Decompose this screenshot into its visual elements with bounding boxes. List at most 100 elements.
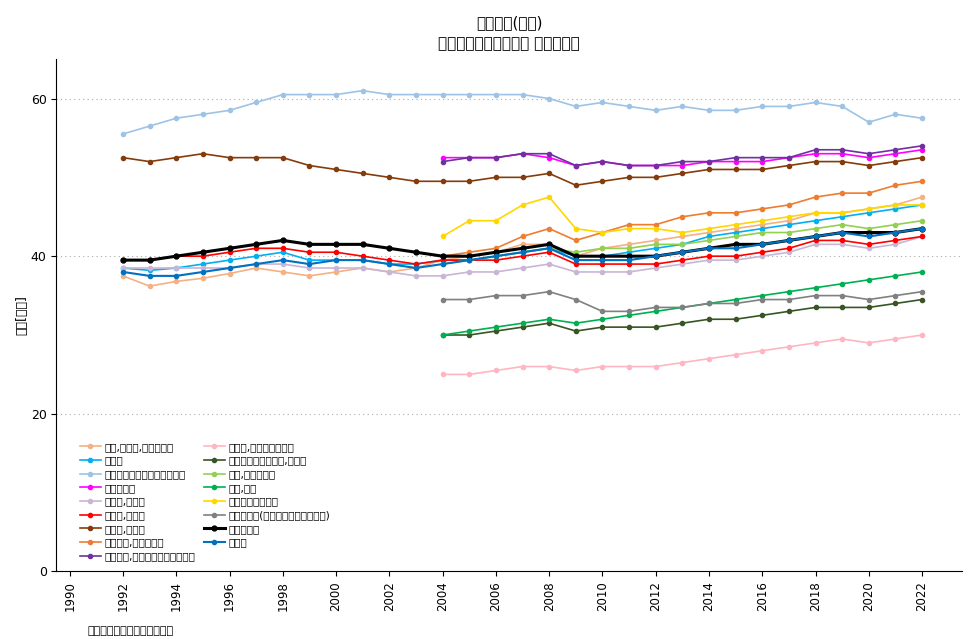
- 製造業: [250, 260, 262, 268]
- 運輸業,郵便業: [836, 240, 848, 248]
- 鉱業,採石業,砂利採取業: [517, 240, 529, 248]
- 宿泊業,飲食サービス業: [597, 363, 609, 371]
- 複合サービス事業: [756, 217, 768, 224]
- 鉱業,採石業,砂利採取業: [730, 225, 742, 233]
- 学術研究,専門・技術サービス業: [676, 158, 688, 166]
- 情報通信業: [756, 158, 768, 166]
- 情報通信業: [889, 150, 901, 158]
- 情報通信業: [570, 162, 581, 169]
- 医療,福祉: [783, 288, 794, 295]
- 運輸業,郵便業: [756, 252, 768, 260]
- サービス業(他に分類されないもの): [863, 296, 874, 304]
- 製造業: [463, 256, 475, 264]
- 電気・ガス・熱供給・水道業: [250, 98, 262, 106]
- Line: 医療,福祉: 医療,福祉: [441, 270, 924, 337]
- 医療,福祉: [810, 284, 822, 291]
- 製造業: [703, 245, 715, 252]
- 運輸業,郵便業: [730, 256, 742, 264]
- 生活関連サービス業,娯楽業: [490, 327, 502, 335]
- 金融業,保険業: [197, 150, 209, 158]
- 金融業,保険業: [357, 169, 368, 177]
- サービス業(他に分類されないもの): [889, 292, 901, 300]
- 宿泊業,飲食サービス業: [570, 367, 581, 374]
- 調査産業計: [304, 240, 316, 248]
- 金融業,保険業: [410, 178, 422, 185]
- 調査産業計: [383, 245, 395, 252]
- 不動産業,物品賃貸業: [543, 225, 555, 233]
- 学術研究,専門・技術サービス業: [916, 142, 928, 150]
- 金融業,保険業: [676, 169, 688, 177]
- 鉱業,採石業,砂利採取業: [916, 193, 928, 201]
- 建設業: [463, 256, 475, 264]
- 生活関連サービス業,娯楽業: [756, 311, 768, 319]
- Line: 運輸業,郵便業: 運輸業,郵便業: [121, 235, 924, 278]
- 製造業: [916, 225, 928, 233]
- 製造業: [889, 229, 901, 236]
- 情報通信業: [783, 154, 794, 162]
- 卸売業,小売業: [170, 252, 182, 260]
- 鉱業,採石業,砂利採取業: [144, 282, 155, 290]
- 製造業: [490, 252, 502, 260]
- 鉱業,採石業,砂利採取業: [543, 240, 555, 248]
- 電気・ガス・熱供給・水道業: [703, 107, 715, 114]
- 卸売業,小売業: [783, 245, 794, 252]
- 運輸業,郵便業: [144, 264, 155, 272]
- 調査産業計: [623, 252, 635, 260]
- 電気・ガス・熱供給・水道業: [490, 91, 502, 98]
- 調査産業計: [250, 240, 262, 248]
- 学術研究,専門・技術サービス業: [783, 154, 794, 162]
- 鉱業,採石業,砂利採取業: [170, 277, 182, 285]
- 鉱業,採石業,砂利採取業: [597, 245, 609, 252]
- 建設業: [810, 217, 822, 224]
- 複合サービス事業: [676, 229, 688, 236]
- 医療,福祉: [756, 292, 768, 300]
- 電気・ガス・熱供給・水道業: [117, 130, 129, 138]
- 卸売業,小売業: [197, 252, 209, 260]
- 鉱業,採石業,砂利採取業: [889, 201, 901, 209]
- 建設業: [756, 225, 768, 233]
- 金融業,保険業: [623, 174, 635, 181]
- 調査産業計: [889, 229, 901, 236]
- 教育,学習支援業: [517, 249, 529, 256]
- 建設業: [117, 264, 129, 272]
- 宿泊業,飲食サービス業: [650, 363, 661, 371]
- 鉱業,採石業,砂利採取業: [783, 217, 794, 224]
- 金融業,保険業: [463, 178, 475, 185]
- 医療,福祉: [863, 276, 874, 284]
- 教育,学習支援業: [703, 236, 715, 244]
- 鉱業,採石業,砂利採取業: [250, 264, 262, 272]
- 調査産業計: [703, 245, 715, 252]
- 電気・ガス・熱供給・水道業: [597, 98, 609, 106]
- 学術研究,専門・技術サービス業: [836, 146, 848, 153]
- 情報通信業: [597, 158, 609, 166]
- 金融業,保険業: [276, 154, 288, 162]
- 不動産業,物品賃貸業: [597, 229, 609, 236]
- 電気・ガス・熱供給・水道業: [783, 103, 794, 111]
- 生活関連サービス業,娯楽業: [597, 323, 609, 331]
- 不動産業,物品賃貸業: [783, 201, 794, 209]
- 卸売業,小売業: [810, 236, 822, 244]
- 金融業,保険業: [889, 158, 901, 166]
- 運輸業,郵便業: [117, 264, 129, 272]
- 複合サービス事業: [836, 209, 848, 217]
- 卸売業,小売業: [410, 260, 422, 268]
- 鉱業,採石業,砂利採取業: [463, 252, 475, 260]
- 鉱業,採石業,砂利採取業: [570, 252, 581, 260]
- 金融業,保険業: [117, 154, 129, 162]
- 製造業: [650, 252, 661, 260]
- 不動産業,物品賃貸業: [437, 252, 448, 260]
- Line: 情報通信業: 情報通信業: [441, 148, 924, 167]
- 卸売業,小売業: [597, 260, 609, 268]
- 鉱業,採石業,砂利採取業: [304, 272, 316, 280]
- 学術研究,専門・技術サービス業: [810, 146, 822, 153]
- 鉱業,採石業,砂利採取業: [676, 233, 688, 240]
- サービス業(他に分類されないもの): [490, 292, 502, 300]
- 不動産業,物品賃貸業: [863, 189, 874, 197]
- 医療,福祉: [490, 323, 502, 331]
- 調査産業計: [276, 236, 288, 244]
- 調査産業計: [916, 225, 928, 233]
- 調査産業計: [117, 256, 129, 264]
- 複合サービス事業: [597, 229, 609, 236]
- 教育,学習支援業: [437, 260, 448, 268]
- Line: 建設業: 建設業: [121, 203, 924, 272]
